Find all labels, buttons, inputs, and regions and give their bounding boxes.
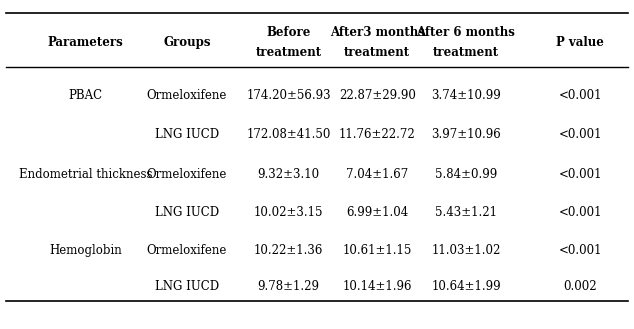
Text: 10.02±3.15: 10.02±3.15 [254,206,323,219]
Text: Ormeloxifene: Ormeloxifene [147,89,227,102]
Text: 10.64±1.99: 10.64±1.99 [431,280,501,293]
Text: 10.14±1.96: 10.14±1.96 [342,280,412,293]
Text: treatment: treatment [256,46,321,59]
Text: After3 months: After3 months [330,26,425,39]
Text: 22.87±29.90: 22.87±29.90 [339,89,416,102]
Text: 6.99±1.04: 6.99±1.04 [346,206,408,219]
Text: Ormeloxifene: Ormeloxifene [147,243,227,257]
Text: Parameters: Parameters [48,36,124,49]
Text: Ormeloxifene: Ormeloxifene [147,168,227,181]
Text: 3.97±10.96: 3.97±10.96 [431,128,501,141]
Text: treatment: treatment [344,46,410,59]
Text: 3.74±10.99: 3.74±10.99 [431,89,501,102]
Text: 10.22±1.36: 10.22±1.36 [254,243,323,257]
Text: 174.20±56.93: 174.20±56.93 [246,89,331,102]
Text: 172.08±41.50: 172.08±41.50 [246,128,331,141]
Text: After 6 months: After 6 months [417,26,515,39]
Text: 9.78±1.29: 9.78±1.29 [257,280,320,293]
Text: <0.001: <0.001 [559,168,602,181]
Text: 5.43±1.21: 5.43±1.21 [435,206,497,219]
Text: 10.61±1.15: 10.61±1.15 [342,243,412,257]
Text: LNG IUCD: LNG IUCD [155,206,219,219]
Text: <0.001: <0.001 [559,206,602,219]
Text: 9.32±3.10: 9.32±3.10 [257,168,320,181]
Text: LNG IUCD: LNG IUCD [155,128,219,141]
Text: <0.001: <0.001 [559,89,602,102]
Text: treatment: treatment [433,46,499,59]
Text: 11.76±22.72: 11.76±22.72 [339,128,416,141]
Text: P value: P value [556,36,604,49]
Text: <0.001: <0.001 [559,243,602,257]
Text: <0.001: <0.001 [559,128,602,141]
Text: 11.03±1.02: 11.03±1.02 [431,243,501,257]
Text: 5.84±0.99: 5.84±0.99 [435,168,497,181]
Text: 0.002: 0.002 [563,280,597,293]
Text: PBAC: PBAC [68,89,103,102]
Text: LNG IUCD: LNG IUCD [155,280,219,293]
Text: Hemoglobin: Hemoglobin [49,243,122,257]
Text: 7.04±1.67: 7.04±1.67 [346,168,408,181]
Text: Endometrial thickness: Endometrial thickness [19,168,152,181]
Text: Groups: Groups [164,36,210,49]
Text: Before: Before [266,26,311,39]
